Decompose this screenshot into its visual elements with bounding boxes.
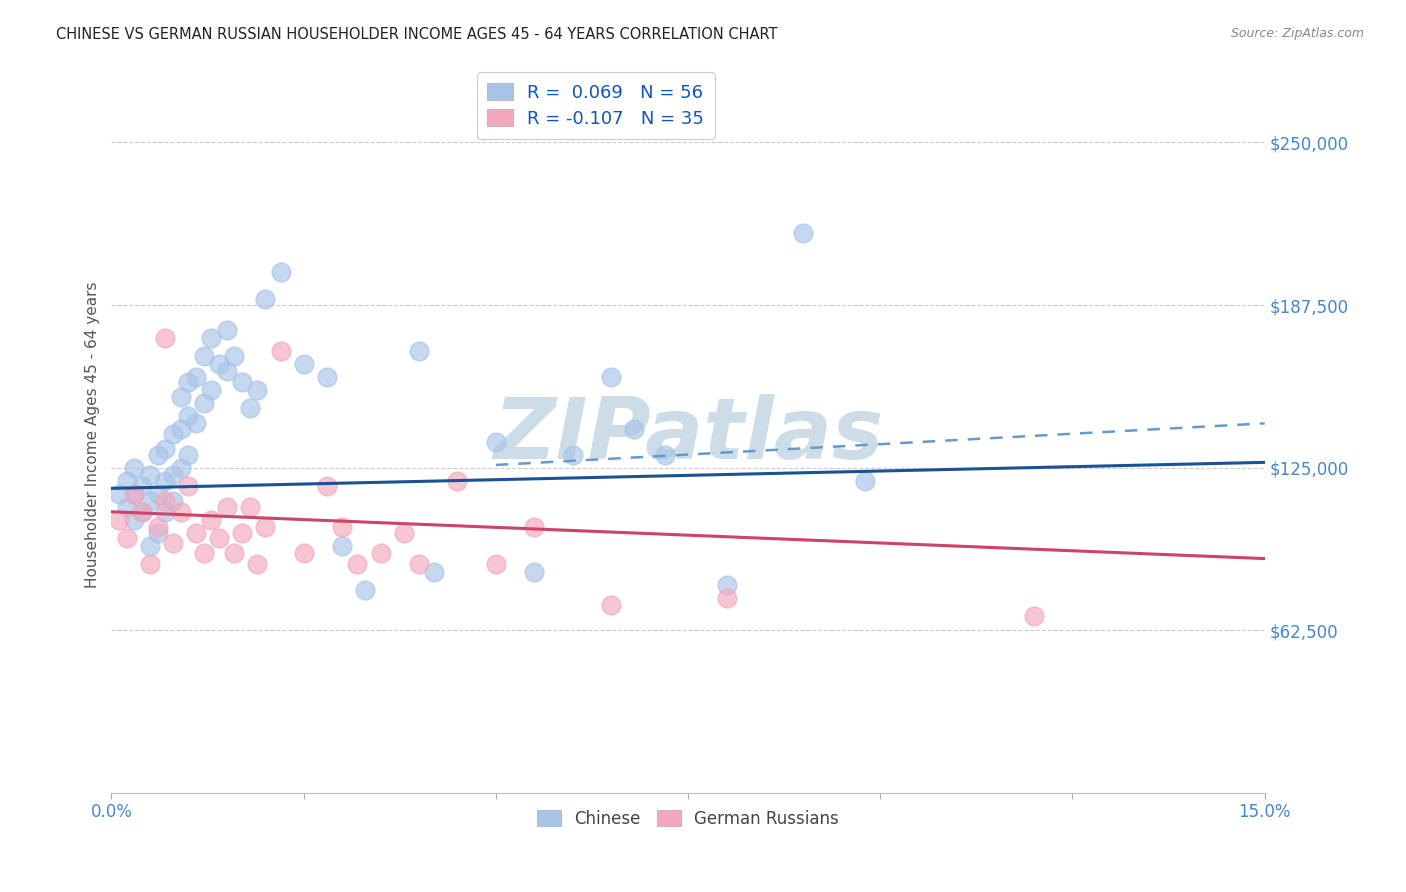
Point [162,468,184,483]
Point [292,357,315,371]
Point [139,557,162,571]
Point [177,448,200,462]
Point [215,323,238,337]
Point [246,557,269,571]
Point [200,383,222,397]
Point [139,539,162,553]
Point [169,505,191,519]
Point [124,512,146,526]
Point [654,448,676,462]
Point [200,330,222,344]
Point [239,500,262,514]
Point [231,375,253,389]
Point [146,520,169,534]
Point [115,474,138,488]
Point [131,505,153,519]
Point [146,486,169,500]
Point [239,401,262,415]
Point [523,520,546,534]
Point [423,565,446,579]
Point [169,460,191,475]
Point [231,525,253,540]
Point [155,494,177,508]
Y-axis label: Householder Income Ages 45 - 64 years: Householder Income Ages 45 - 64 years [86,282,100,589]
Point [162,494,184,508]
Point [354,582,377,597]
Point [193,395,215,409]
Point [392,525,415,540]
Point [600,599,623,613]
Text: CHINESE VS GERMAN RUSSIAN HOUSEHOLDER INCOME AGES 45 - 64 YEARS CORRELATION CHAR: CHINESE VS GERMAN RUSSIAN HOUSEHOLDER IN… [56,27,778,42]
Text: ZIPatlas: ZIPatlas [494,393,883,476]
Point [1022,608,1045,623]
Point [139,494,162,508]
Point [155,442,177,457]
Point [131,505,153,519]
Point [370,546,392,560]
Point [270,265,292,279]
Point [254,520,277,534]
Point [408,343,430,358]
Point [853,474,876,488]
Point [184,417,207,431]
Point [224,546,246,560]
Point [716,591,738,605]
Point [177,375,200,389]
Point [208,357,231,371]
Point [215,364,238,378]
Point [177,479,200,493]
Point [346,557,368,571]
Point [184,525,207,540]
Point [131,479,153,493]
Point [600,369,623,384]
Point [193,349,215,363]
Point [115,500,138,514]
Point [623,421,645,435]
Point [108,486,131,500]
Point [446,474,468,488]
Point [115,531,138,545]
Point [184,369,207,384]
Point [208,531,231,545]
Point [330,520,353,534]
Point [485,557,508,571]
Point [330,539,353,553]
Point [292,546,315,560]
Point [124,486,146,500]
Point [193,546,215,560]
Point [124,460,146,475]
Point [162,426,184,441]
Point [485,434,508,449]
Point [270,343,292,358]
Point [523,565,546,579]
Point [169,421,191,435]
Point [155,505,177,519]
Point [155,474,177,488]
Point [146,525,169,540]
Legend: Chinese, German Russians: Chinese, German Russians [531,803,845,834]
Point [124,486,146,500]
Point [108,512,131,526]
Point [200,512,222,526]
Point [254,292,277,306]
Point [716,577,738,591]
Point [139,468,162,483]
Point [315,479,337,493]
Point [215,500,238,514]
Text: Source: ZipAtlas.com: Source: ZipAtlas.com [1230,27,1364,40]
Point [162,536,184,550]
Point [155,330,177,344]
Point [408,557,430,571]
Point [177,409,200,423]
Point [315,369,337,384]
Point [146,448,169,462]
Point [246,383,269,397]
Point [169,390,191,404]
Point [224,349,246,363]
Point [792,227,814,241]
Point [561,448,583,462]
